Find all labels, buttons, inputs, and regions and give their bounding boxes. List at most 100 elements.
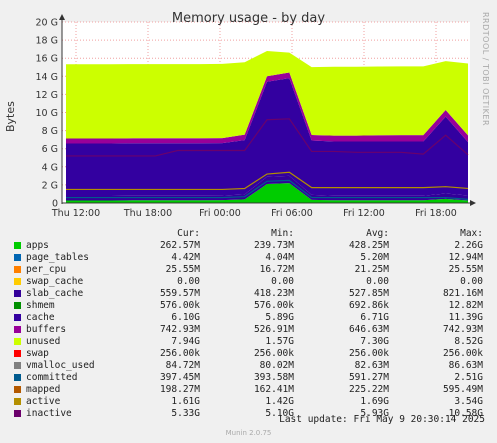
legend-cur: 7.94G (171, 336, 200, 347)
legend-row: unused 7.94G 1.57G 7.30G 8.52G (0, 336, 497, 348)
legend-avg: 692.86k (348, 300, 389, 311)
legend-max: 11.39G (448, 312, 483, 323)
legend-row: swap_cache 0.00 0.00 0.00 0.00 (0, 276, 497, 288)
legend-row: vmalloc_used 84.72M 80.02M 82.63M 86.63M (0, 360, 497, 372)
y-axis-arrow-icon (59, 14, 65, 20)
x-tick-label: Fri 12:00 (343, 208, 385, 219)
y-axis-ticks: 0 2 G 4 G 6 G 8 G 10 G 12 G 14 G 16 G 18 G 20 G (36, 18, 58, 210)
legend-min: 526.91M (253, 324, 294, 335)
y-tick-label: 10 G (36, 108, 58, 119)
legend-max: 12.82M (448, 300, 483, 311)
legend-name: vmalloc_used (26, 360, 95, 371)
legend-cur: 25.55M (165, 264, 200, 275)
col-cur-header: Cur: (177, 228, 200, 239)
legend-max: 821.16M (442, 288, 483, 299)
line-active (66, 171, 469, 191)
legend-avg: 591.27M (348, 372, 389, 383)
line-inactive (66, 118, 469, 157)
legend-row: cache 6.10G 5.89G 6.71G 11.39G (0, 312, 497, 324)
legend-cur: 576.00k (159, 300, 200, 311)
line-committed (66, 179, 469, 200)
legend-swatch (14, 386, 21, 393)
legend-cur: 742.93M (159, 324, 200, 335)
legend-cur: 397.45M (159, 372, 200, 383)
legend-swatch (14, 254, 21, 261)
legend-min: 162.41M (253, 384, 294, 395)
legend-min: 16.72M (259, 264, 294, 275)
y-axis-label: Bytes (4, 101, 17, 132)
chart-title: Memory usage - by day (171, 11, 326, 26)
legend-max: 0.00 (460, 276, 483, 287)
legend-row: buffers 742.93M 526.91M 646.63M 742.93M (0, 324, 497, 336)
legend-swatch (14, 374, 21, 381)
legend-min: 393.58M (253, 372, 294, 383)
legend-name: shmem (26, 300, 55, 311)
y-tick-label: 20 G (36, 18, 58, 29)
legend-swatch (14, 302, 21, 309)
legend-swatch (14, 326, 21, 333)
legend-min: 80.02M (259, 360, 294, 371)
legend-name: per_cpu (26, 264, 67, 275)
legend-avg: 0.00 (366, 276, 389, 287)
x-tick-label: Fri 06:00 (271, 208, 313, 219)
legend-swatch (14, 314, 21, 321)
legend-avg: 225.22M (348, 384, 389, 395)
legend-name: page_tables (26, 252, 89, 263)
y-tick-label: 12 G (36, 90, 58, 101)
legend-max: 742.93M (442, 324, 483, 335)
legend-name: slab_cache (26, 288, 84, 299)
legend-cur: 5.33G (171, 408, 200, 419)
area-cache (66, 78, 468, 196)
x-tick-label: Fri 18:00 (415, 208, 457, 219)
legend-row: shmem 576.00k 576.00k 692.86k 12.82M (0, 300, 497, 312)
legend-min: 239.73M (253, 240, 294, 251)
legend-cur: 198.27M (159, 384, 200, 395)
legend-row: inactive 5.33G 5.10G 5.93G 10.58G (0, 408, 497, 420)
legend-max: 86.63M (448, 360, 483, 371)
legend-name: inactive (26, 408, 72, 419)
legend-swatch (14, 278, 21, 285)
x-tick-label: Fri 00:00 (199, 208, 241, 219)
legend-max: 595.49M (442, 384, 483, 395)
legend-name: cache (26, 312, 55, 323)
legend-min: 1.57G (265, 336, 294, 347)
legend-avg: 7.30G (360, 336, 389, 347)
area-unused (66, 50, 468, 139)
legend-row: per_cpu 25.55M 16.72M 21.25M 25.55M (0, 264, 497, 276)
legend-cur: 262.57M (159, 240, 200, 251)
col-avg-header: Avg: (366, 228, 389, 239)
y-tick-label: 0 (52, 199, 58, 210)
legend-name: mapped (26, 384, 61, 395)
legend-avg: 428.25M (348, 240, 389, 251)
legend-name: swap_cache (26, 276, 84, 287)
legend-avg: 82.63M (354, 360, 389, 371)
legend-cur: 559.57M (159, 288, 200, 299)
legend-min: 4.04M (265, 252, 294, 263)
legend-avg: 256.00k (348, 348, 389, 359)
legend-cur: 4.42M (171, 252, 200, 263)
legend-row: swap 256.00k 256.00k 256.00k 256.00k (0, 348, 497, 360)
stacked-areas (66, 50, 468, 203)
legend-swatch (14, 338, 21, 345)
legend-avg: 5.20M (360, 252, 389, 263)
legend-swatch (14, 242, 21, 249)
legend-swatch (14, 398, 21, 405)
legend-swatch (14, 362, 21, 369)
legend-min: 418.23M (253, 288, 294, 299)
legend-avg: 1.69G (360, 396, 389, 407)
legend-name: buffers (26, 324, 67, 335)
legend-row: active 1.61G 1.42G 1.69G 3.54G (0, 396, 497, 408)
col-max-header: Max: (460, 228, 483, 239)
legend-min: 576.00k (253, 300, 294, 311)
y-tick-label: 18 G (36, 36, 58, 47)
last-update: Last update: Fri May 9 20:30:14 2025 (279, 414, 485, 425)
legend-min: 256.00k (253, 348, 294, 359)
legend-name: swap (26, 348, 49, 359)
y-tick-label: 8 G (42, 126, 58, 137)
x-tick-label: Thu 18:00 (123, 208, 172, 219)
overlay-lines (66, 118, 469, 200)
legend-row: mapped 198.27M 162.41M 225.22M 595.49M (0, 384, 497, 396)
col-min-header: Min: (271, 228, 294, 239)
legend-min: 0.00 (271, 276, 294, 287)
